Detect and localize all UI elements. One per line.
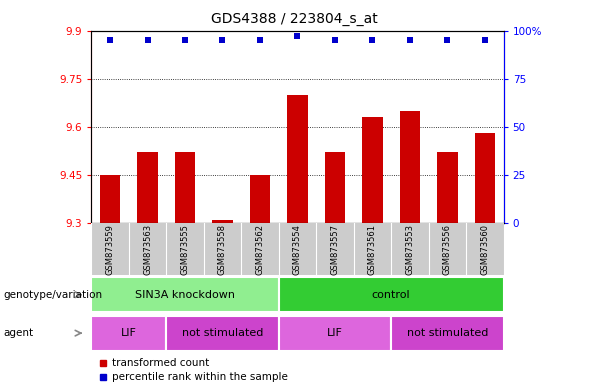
Text: agent: agent [3, 328, 33, 338]
Bar [137, 152, 158, 223]
Bar [287, 95, 307, 223]
Bar [250, 175, 270, 223]
Text: genotype/variation: genotype/variation [3, 290, 102, 300]
Text: transformed count: transformed count [112, 358, 209, 368]
Text: GDS4388 / 223804_s_at: GDS4388 / 223804_s_at [211, 12, 378, 25]
Text: GSM873557: GSM873557 [330, 224, 339, 275]
Point [218, 37, 227, 43]
Bar [91, 316, 166, 351]
Point [405, 37, 415, 43]
Point [368, 37, 377, 43]
Text: GSM873562: GSM873562 [256, 224, 264, 275]
Bar [279, 316, 391, 351]
Text: LIF: LIF [121, 328, 137, 338]
Point [330, 37, 340, 43]
Text: LIF: LIF [327, 328, 343, 338]
Text: GSM873556: GSM873556 [443, 224, 452, 275]
Point [480, 37, 489, 43]
Text: GSM873553: GSM873553 [405, 224, 415, 275]
Text: SIN3A knockdown: SIN3A knockdown [135, 290, 235, 300]
Text: GSM873554: GSM873554 [293, 224, 302, 275]
Bar [175, 152, 196, 223]
Text: GSM873560: GSM873560 [481, 224, 489, 275]
Bar [475, 133, 495, 223]
Text: control: control [372, 290, 411, 300]
Point [293, 33, 302, 40]
Bar [100, 175, 120, 223]
Text: GSM873558: GSM873558 [218, 224, 227, 275]
Bar [91, 277, 279, 312]
Point [255, 37, 264, 43]
Bar [212, 220, 233, 223]
Bar [166, 316, 279, 351]
Text: GSM873559: GSM873559 [105, 224, 114, 275]
Point [443, 37, 452, 43]
Text: GSM873561: GSM873561 [368, 224, 377, 275]
Text: not stimulated: not stimulated [406, 328, 488, 338]
Point [180, 37, 190, 43]
Text: GSM873555: GSM873555 [180, 224, 190, 275]
Bar [325, 152, 345, 223]
Point [143, 37, 152, 43]
Bar [437, 152, 458, 223]
Text: percentile rank within the sample: percentile rank within the sample [112, 372, 288, 382]
Bar [362, 117, 383, 223]
Bar [391, 316, 504, 351]
Text: not stimulated: not stimulated [182, 328, 263, 338]
Bar [399, 111, 420, 223]
Point [105, 37, 115, 43]
Bar [279, 277, 504, 312]
Text: GSM873563: GSM873563 [143, 224, 152, 275]
